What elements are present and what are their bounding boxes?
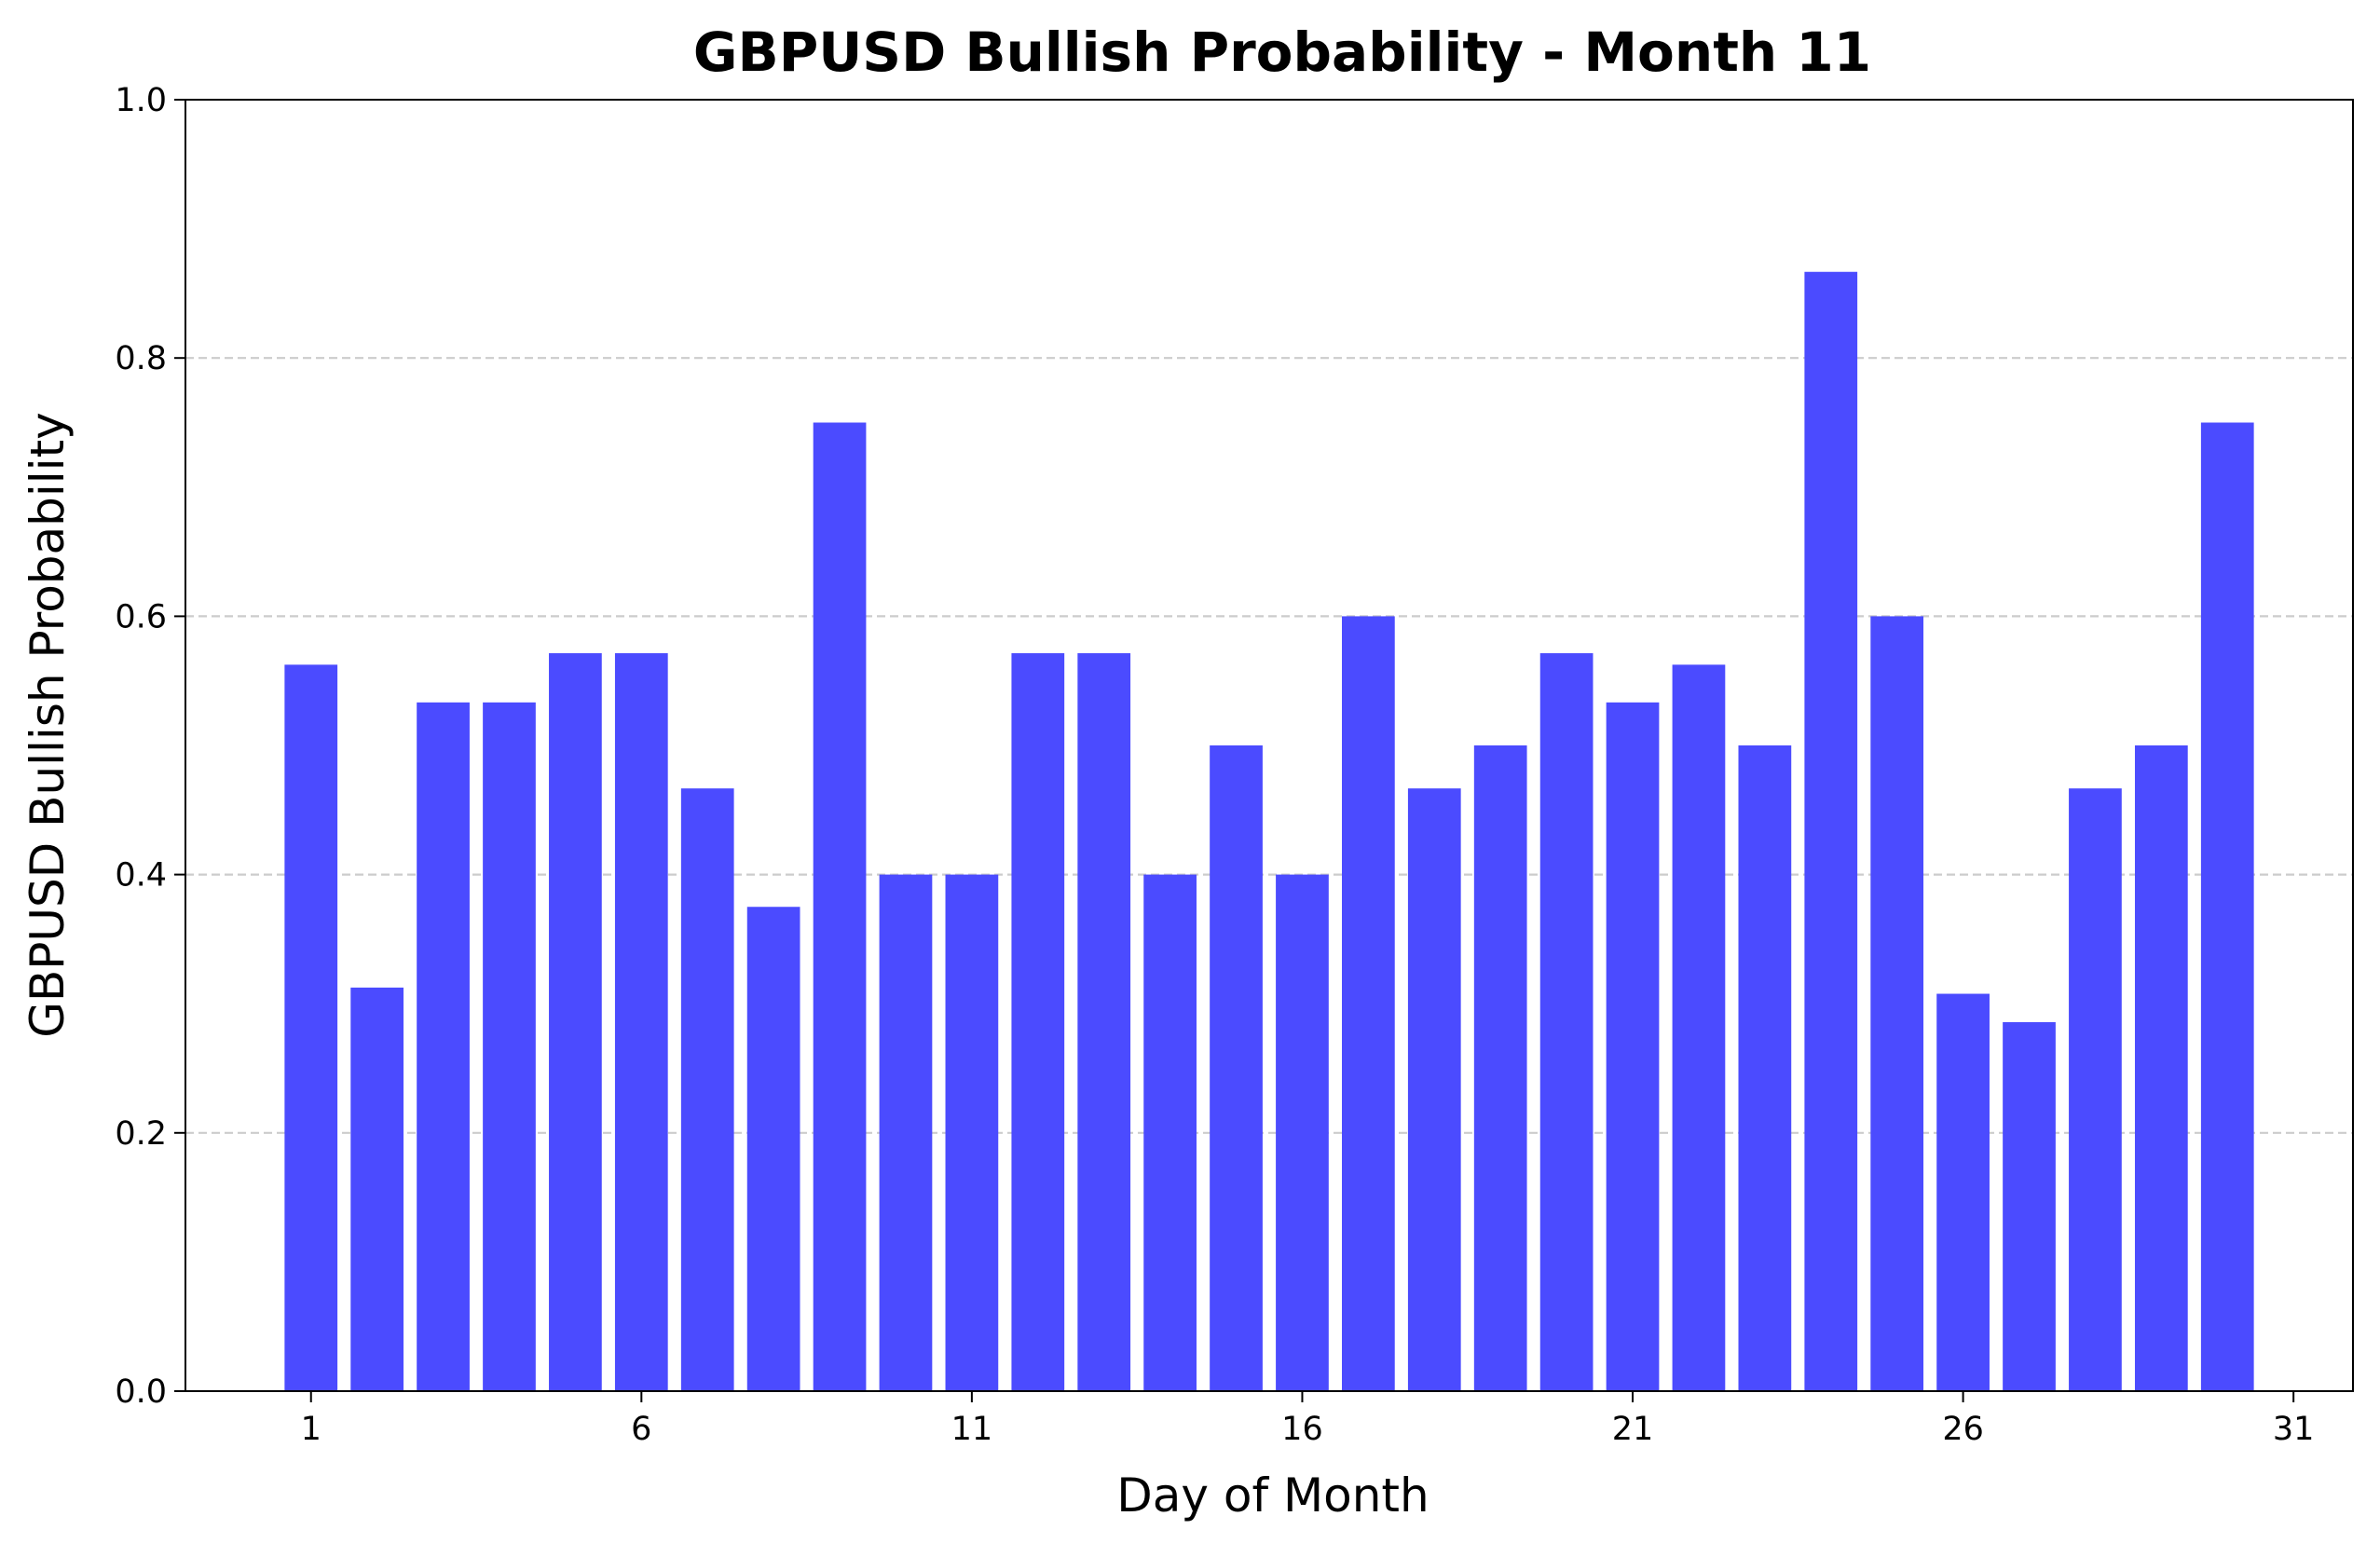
bar-day-14	[1143, 874, 1197, 1391]
bar-day-27	[2003, 1022, 2056, 1391]
y-axis-ticks: 0.0 0.2 0.4 0.6 0.8 1.0	[115, 82, 185, 1411]
bar-day-2	[350, 987, 404, 1391]
x-axis-label: Day of Month	[1116, 1468, 1429, 1523]
x-tick-label: 26	[1942, 1411, 1984, 1448]
bar-day-9	[813, 422, 867, 1391]
bar-day-11	[945, 874, 999, 1391]
x-tick-label: 6	[631, 1411, 651, 1448]
x-tick-label: 1	[301, 1411, 321, 1448]
bar-day-4	[483, 702, 536, 1391]
x-tick-label: 31	[2273, 1411, 2315, 1448]
bar-day-21	[1606, 702, 1660, 1391]
gridlines	[185, 357, 2353, 1134]
bar-day-22	[1672, 664, 1726, 1391]
x-tick-label: 21	[1612, 1411, 1654, 1448]
y-axis-label: GBPUSD Bullish Probability	[21, 412, 75, 1038]
x-axis-ticks: 1 6 11 16 21 26 31	[301, 1391, 2315, 1448]
bar-day-13	[1077, 653, 1131, 1391]
bar-day-16	[1276, 874, 1329, 1391]
y-tick-label: 0.8	[115, 340, 167, 377]
bar-day-12	[1011, 653, 1065, 1391]
bar-day-8	[746, 907, 800, 1391]
bar-day-20	[1539, 653, 1594, 1391]
plot-frame	[185, 99, 2354, 1392]
y-tick-label: 0.2	[115, 1115, 167, 1153]
bars	[284, 271, 2254, 1392]
bar-day-29	[2134, 745, 2188, 1391]
bar-day-6	[614, 653, 668, 1391]
bar-day-19	[1473, 745, 1527, 1391]
y-tick-label: 1.0	[115, 82, 167, 119]
bar-day-1	[284, 664, 338, 1391]
bar-day-30	[2200, 422, 2254, 1391]
bar-day-26	[1936, 993, 1990, 1391]
x-tick-label: 16	[1281, 1411, 1323, 1448]
chart-title: GBPUSD Bullish Probability - Month 11	[693, 20, 1871, 84]
y-tick-label: 0.0	[115, 1373, 167, 1411]
bar-day-28	[2069, 788, 2122, 1391]
bar-day-15	[1210, 745, 1263, 1391]
y-tick-label: 0.6	[115, 598, 167, 635]
bar-day-5	[549, 653, 602, 1391]
bar-day-25	[1870, 616, 1924, 1391]
bar-day-3	[417, 702, 470, 1391]
y-tick-label: 0.4	[115, 857, 167, 895]
bar-day-23	[1738, 745, 1792, 1391]
bar-day-17	[1342, 616, 1395, 1391]
bar-day-24	[1804, 271, 1858, 1392]
x-tick-label: 11	[951, 1411, 993, 1448]
bar-day-18	[1407, 788, 1461, 1391]
bar-day-7	[680, 788, 734, 1391]
bar-day-10	[879, 874, 933, 1391]
